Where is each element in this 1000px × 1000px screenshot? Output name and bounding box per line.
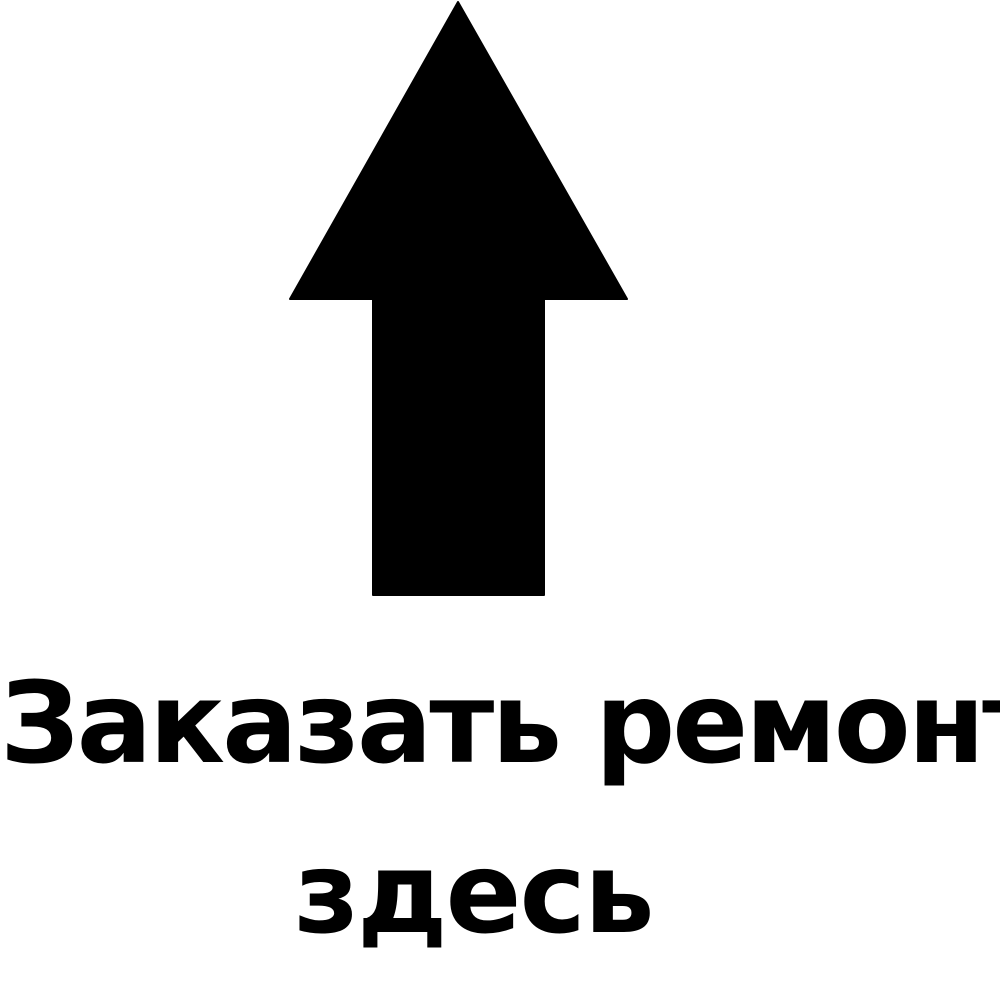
caption-line-2: здесь bbox=[294, 829, 655, 959]
arrow-shape bbox=[289, 1, 628, 596]
arrow-up-icon bbox=[289, 1, 628, 596]
caption-line-1: Заказать ремонт bbox=[0, 659, 1000, 789]
